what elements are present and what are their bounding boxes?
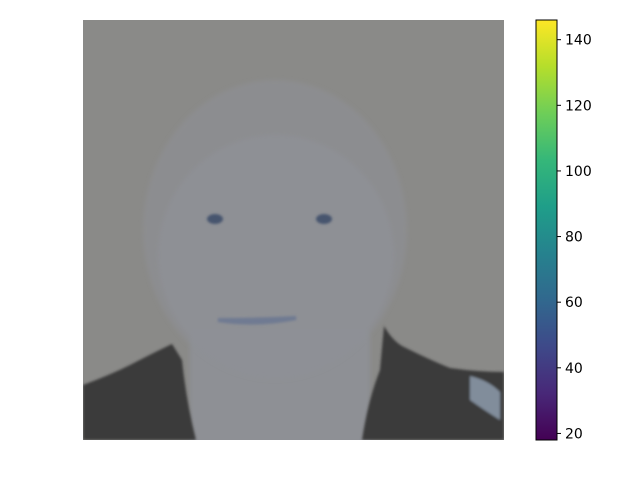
colorbar-tick-label: 100 (565, 164, 592, 180)
image-jacket-right (362, 326, 504, 440)
colorbar-tick-label: 40 (565, 361, 583, 377)
image-jacket-left (83, 344, 196, 440)
colorbar-tick-label: 140 (565, 33, 592, 49)
colorbar-tick-label: 80 (565, 230, 583, 246)
colorbar-gradient (535, 19, 558, 441)
colorbar: 20 40 60 80 100 120 140 (535, 19, 592, 442)
image-face-region (158, 135, 394, 375)
image-mouth (217, 316, 297, 325)
image-shirt-highlight (470, 376, 500, 420)
colorbar-ticks: 20 40 60 80 100 120 140 (557, 33, 592, 442)
image-neck-region (190, 330, 370, 440)
colorbar-tick-label: 20 (565, 426, 583, 442)
heatmap-image (83, 20, 504, 440)
image-eye-right (316, 214, 332, 224)
image-eye-left (207, 214, 223, 224)
colorbar-tick-label: 60 (565, 295, 583, 311)
colorbar-tick-label: 120 (565, 98, 592, 114)
